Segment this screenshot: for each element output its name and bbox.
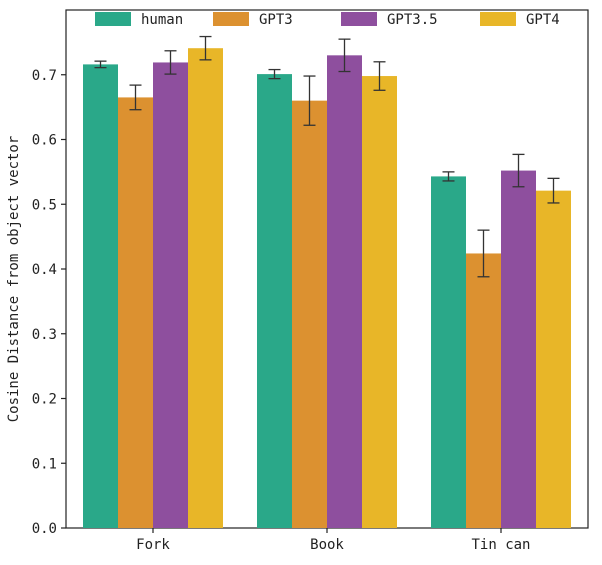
bar — [153, 62, 188, 528]
legend-label: GPT4 — [526, 12, 560, 28]
legend-swatch — [341, 12, 377, 26]
bar — [327, 55, 362, 528]
bar — [362, 76, 397, 529]
x-tick-label: Tin can — [471, 537, 530, 553]
y-tick-label: 0.7 — [32, 68, 57, 84]
y-tick-label: 0.2 — [32, 392, 57, 408]
bar — [536, 190, 571, 528]
y-tick-label: 0.4 — [32, 262, 57, 278]
bar — [292, 100, 327, 529]
bar — [466, 253, 501, 528]
y-tick-label: 0.0 — [32, 521, 57, 537]
y-tick-label: 0.5 — [32, 197, 57, 213]
bar — [501, 170, 536, 528]
x-tick-label: Fork — [136, 537, 170, 553]
error-bars — [94, 35, 560, 278]
legend-label: GPT3 — [259, 12, 293, 28]
axes: 0.0 0.1 0.2 0.3 0.4 0.5 0.6 0.7 Fork Book Tin can — [32, 9, 589, 553]
legend-swatch — [95, 12, 131, 26]
legend-label: GPT3.5 — [387, 12, 438, 28]
bar — [431, 176, 466, 528]
y-tick-label: 0.1 — [32, 456, 57, 472]
bar — [188, 48, 223, 528]
bar — [118, 97, 153, 528]
bar — [257, 74, 292, 528]
y-axis-label: Cosine Distance from object vector — [6, 136, 22, 423]
legend-swatch — [480, 12, 516, 26]
legend-swatch — [213, 12, 249, 26]
bars — [83, 48, 571, 529]
y-tick-label: 0.6 — [32, 133, 57, 149]
y-tick-label: 0.3 — [32, 327, 57, 343]
x-tick-label: Book — [310, 537, 344, 553]
bar — [83, 64, 118, 528]
legend: human GPT3 GPT3.5 GPT4 — [95, 12, 560, 28]
legend-label: human — [141, 12, 183, 28]
